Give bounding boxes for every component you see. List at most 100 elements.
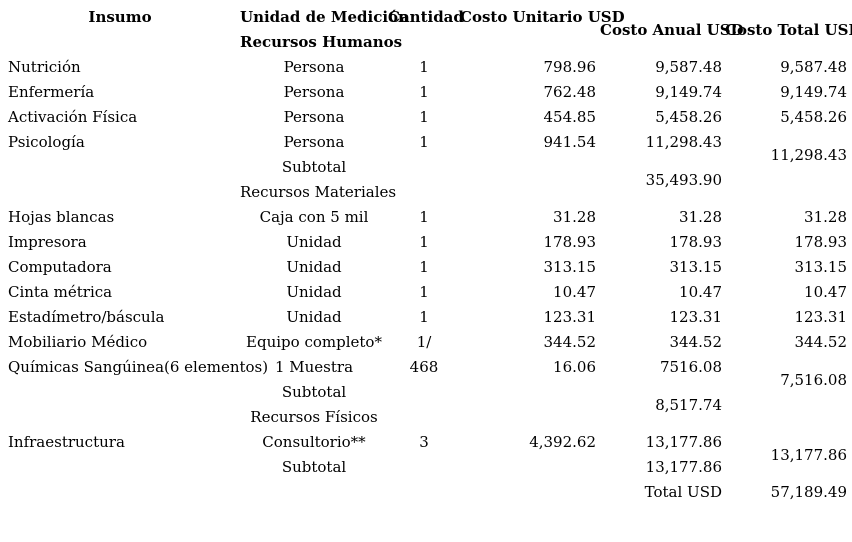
- cell-cantidad: 1: [419, 58, 429, 76]
- cell-cantidad: 1: [419, 108, 429, 126]
- cell-costo-total: 313.15: [794, 258, 848, 276]
- section-row-materiales: Recursos Materiales: [0, 180, 852, 205]
- header-cell-costo-unitario: Costo Unitario USD: [460, 8, 625, 26]
- cell-unidad: Persona: [283, 83, 345, 101]
- cell-cantidad: 3: [419, 433, 429, 451]
- cell-costo-unitario: 4,392.62: [529, 433, 596, 451]
- table-row: Químicas Sangúinea(6 elementos) 1 Muestr…: [0, 355, 852, 389]
- cell-costo-anual: 13,177.86: [645, 458, 722, 476]
- cell-costo-total: 9,587.48: [780, 58, 847, 76]
- cell-cantidad: 468: [409, 358, 439, 376]
- grand-total-value: 57,189.49: [770, 483, 847, 501]
- cell-unidad: Persona: [283, 58, 345, 76]
- cell-insumo: Activación Física: [8, 108, 138, 126]
- cell-unidad: Unidad: [286, 283, 342, 301]
- cell-costo-unitario: 762.48: [543, 83, 597, 101]
- cell-costo-anual: 123.31: [669, 308, 723, 326]
- section-label-materiales: Recursos Materiales: [240, 183, 397, 201]
- cell-costo-anual: 11,298.43: [645, 133, 722, 151]
- cell-costo-total: 178.93: [794, 233, 848, 251]
- section-row-humanos: Recursos Humanos: [0, 30, 852, 55]
- table-row: Mobiliario Médico Equipo completo* 1/ 34…: [0, 330, 852, 355]
- cell-insumo: Impresora: [8, 233, 87, 251]
- cell-costo-unitario: 10.47: [553, 283, 596, 301]
- cell-costo-anual: 313.15: [669, 258, 723, 276]
- header-cell-costo-anual: Costo Anual USD: [600, 20, 744, 39]
- cell-costo-total: 123.31: [794, 308, 848, 326]
- cell-costo-total: 5,458.26: [780, 108, 847, 126]
- table-row: Estadímetro/báscula Unidad 1 123.31 123.…: [0, 305, 852, 330]
- table-row: Psicología Persona 1 941.54 11,298.43 11…: [0, 130, 852, 164]
- table-row: Nutrición Persona 1 798.96 9,587.48 9,58…: [0, 55, 852, 80]
- total-label: Total USD: [644, 483, 722, 501]
- cell-insumo: Químicas Sangúinea(6 elementos): [8, 358, 269, 376]
- cell-costo-anual: 7516.08: [659, 358, 722, 376]
- cell-costo-unitario: 313.15: [543, 258, 597, 276]
- cell-costo-total-merged: 11,298.43: [770, 145, 847, 164]
- cell-costo-unitario: 941.54: [543, 133, 597, 151]
- cell-costo-anual: 5,458.26: [655, 108, 722, 126]
- subtotal-label: Subtotal: [281, 458, 347, 476]
- section-label-fisicos: Recursos Físicos: [250, 408, 378, 426]
- cell-costo-total: 9,149.74: [780, 83, 847, 101]
- subtotal-row: Subtotal 13,177.86: [0, 455, 852, 480]
- header-cell-costo-total: Costo Total USD: [725, 20, 852, 39]
- cell-cantidad: 1: [419, 83, 429, 101]
- cell-costo-total-merged: 7,516.08: [780, 370, 847, 389]
- cell-unidad: Unidad: [286, 258, 342, 276]
- cell-cantidad: 1: [419, 233, 429, 251]
- cell-costo-anual: 9,149.74: [655, 83, 722, 101]
- cell-insumo: Hojas blancas: [8, 208, 115, 226]
- cell-cantidad: 1: [419, 258, 429, 276]
- cell-cantidad: 1: [419, 133, 429, 151]
- subtotal-row: Subtotal 35,493.90: [0, 155, 852, 189]
- cell-unidad: Caja con 5 mil: [259, 208, 369, 226]
- subtotal-label: Subtotal: [281, 383, 347, 401]
- table-row: Infraestructura Consultorio** 3 4,392.62…: [0, 430, 852, 464]
- cell-costo-anual: 31.28: [679, 208, 722, 226]
- cell-costo-unitario: 454.85: [543, 108, 597, 126]
- cell-costo-unitario: 798.96: [543, 58, 597, 76]
- table-row: Cinta métrica Unidad 1 10.47 10.47 10.47: [0, 280, 852, 305]
- table-row: Impresora Unidad 1 178.93 178.93 178.93: [0, 230, 852, 255]
- cell-insumo: Cinta métrica: [8, 283, 113, 301]
- cell-unidad: Consultorio**: [262, 433, 366, 451]
- cell-insumo: Psicología: [8, 133, 85, 151]
- cell-costo-unitario: 123.31: [543, 308, 597, 326]
- cell-cantidad: 1: [419, 308, 429, 326]
- header-cell-cantidad: Cantidad: [388, 8, 464, 26]
- subtotal-row: Subtotal 8,517.74: [0, 380, 852, 414]
- cell-insumo: Estadímetro/báscula: [8, 308, 165, 326]
- cell-unidad: Unidad: [286, 308, 342, 326]
- section-row-fisicos: Recursos Físicos: [0, 405, 852, 430]
- cell-insumo: Mobiliario Médico: [8, 333, 148, 351]
- header-cell-insumo: Insumo: [88, 8, 152, 26]
- subtotal-label: Subtotal: [281, 158, 347, 176]
- total-row: Total USD 57,189.49: [0, 480, 852, 505]
- table-row: Activación Física Persona 1 454.85 5,458…: [0, 105, 852, 130]
- cell-costo-anual-merged: 35,493.90: [645, 170, 722, 189]
- cell-unidad: Persona: [283, 108, 345, 126]
- cell-costo-anual: 9,587.48: [655, 58, 722, 76]
- cell-unidad: Unidad: [286, 233, 342, 251]
- cell-costo-total: 344.52: [794, 333, 848, 351]
- section-label-humanos: Recursos Humanos: [240, 33, 403, 51]
- table-row: Hojas blancas Caja con 5 mil 1 31.28 31.…: [0, 205, 852, 230]
- cell-costo-total: 10.47: [804, 283, 847, 301]
- cell-costo-anual-merged: 8,517.74: [655, 395, 722, 414]
- cell-unidad: Equipo completo*: [246, 333, 382, 351]
- cell-costo-anual: 10.47: [679, 283, 722, 301]
- cell-unidad: 1 Muestra: [274, 358, 354, 376]
- cell-insumo: Infraestructura: [8, 433, 125, 451]
- header-row: Insumo Unidad de Medición Cantidad Costo…: [0, 5, 852, 39]
- cell-insumo: Enfermería: [8, 83, 95, 101]
- cell-costo-anual: 344.52: [669, 333, 723, 351]
- cell-insumo: Nutrición: [8, 58, 81, 76]
- cell-costo-unitario: 344.52: [543, 333, 597, 351]
- cell-cantidad: 1: [419, 208, 429, 226]
- cell-insumo: Computadora: [8, 258, 112, 276]
- cell-cantidad: 1/: [416, 333, 432, 351]
- cell-cantidad: 1: [419, 283, 429, 301]
- cell-costo-total-merged: 13,177.86: [770, 445, 847, 464]
- cell-costo-anual: 13,177.86: [645, 433, 722, 451]
